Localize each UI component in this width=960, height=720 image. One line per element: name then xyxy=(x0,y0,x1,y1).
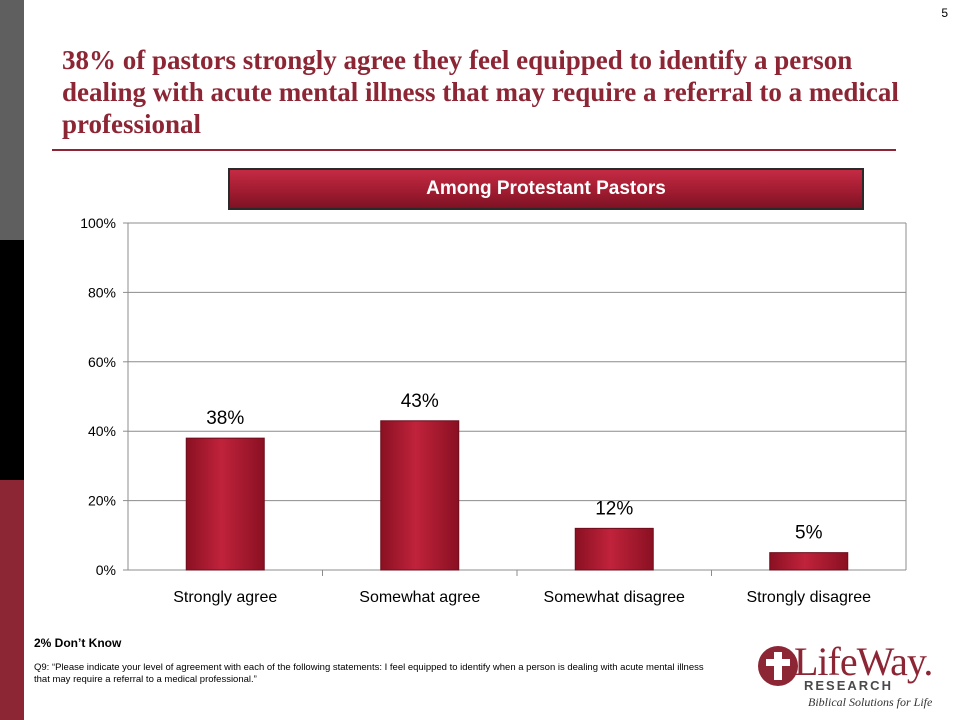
slide-title: 38% of pastors strongly agree they feel … xyxy=(62,45,899,139)
logo-wordmark: LifeWay. xyxy=(794,639,933,684)
bar xyxy=(574,527,654,571)
y-tick-label: 80% xyxy=(88,284,116,300)
cross-logo-icon xyxy=(758,646,798,686)
data-label: 38% xyxy=(206,408,244,429)
lifeway-research-logo: LifeWay. RESEARCH Biblical Solutions for… xyxy=(756,634,946,712)
side-accent-gray xyxy=(0,0,24,240)
title-divider xyxy=(52,149,896,151)
category-label: Strongly agree xyxy=(173,589,277,606)
category-label: Somewhat agree xyxy=(359,589,480,606)
bar xyxy=(185,437,265,571)
data-label: 5% xyxy=(795,523,823,544)
data-label: 12% xyxy=(595,498,633,519)
page-number: 5 xyxy=(941,6,948,20)
dont-know-note: 2% Don’t Know xyxy=(34,636,122,650)
logo-tagline: Biblical Solutions for Life xyxy=(808,695,933,709)
category-label: Somewhat disagree xyxy=(544,589,686,606)
chart-banner: Among Protestant Pastors xyxy=(228,168,864,210)
survey-question: Q9: “Please indicate your level of agree… xyxy=(34,662,704,685)
y-tick-label: 60% xyxy=(88,354,116,370)
y-tick-label: 100% xyxy=(80,215,116,231)
y-tick-label: 0% xyxy=(96,562,116,578)
bar xyxy=(380,420,460,571)
bar xyxy=(769,552,849,571)
y-tick-label: 40% xyxy=(88,423,116,439)
data-label: 43% xyxy=(401,391,439,412)
side-accent-black xyxy=(0,240,24,480)
category-label: Strongly disagree xyxy=(746,589,871,606)
logo-subtitle: RESEARCH xyxy=(804,678,893,693)
y-tick-label: 20% xyxy=(88,493,116,509)
side-accent-red xyxy=(0,480,24,720)
